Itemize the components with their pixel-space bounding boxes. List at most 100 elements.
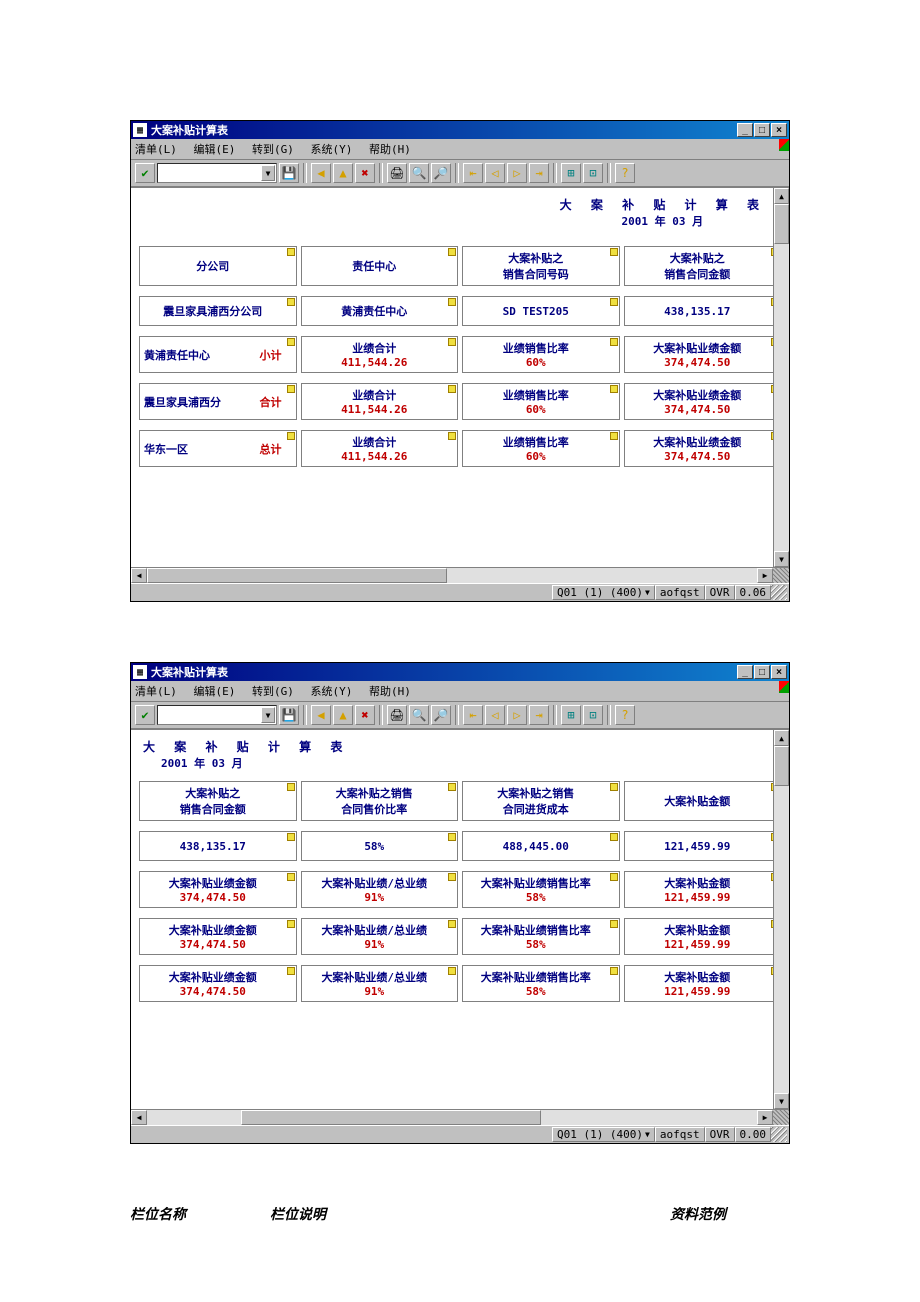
menu-edit[interactable]: 编辑(E) — [194, 685, 236, 698]
find-next-icon[interactable]: 🔎 — [431, 163, 451, 183]
data-grid-2: 大案补贴之销售合同金额 大案补贴之销售合同售价比率 大案补贴之销售合同进货成本 … — [139, 781, 781, 1002]
prev-page-icon[interactable]: ◁ — [485, 705, 505, 725]
vertical-scrollbar[interactable]: ▲ ▼ — [773, 188, 789, 567]
shortcut-icon[interactable]: ⊡ — [583, 705, 603, 725]
find-icon[interactable]: 🔍 — [409, 163, 429, 183]
app-window-1: ▦ 大案补贴计算表 _ □ × 清单(L) 编辑(E) 转到(G) 系统(Y) … — [130, 120, 790, 602]
scroll-down-icon[interactable]: ▼ — [774, 551, 789, 567]
footer-col-example: 资料范例 — [670, 1204, 790, 1224]
maximize-button[interactable]: □ — [754, 665, 770, 679]
save-icon[interactable]: 💾 — [279, 163, 299, 183]
close-button[interactable]: × — [771, 123, 787, 137]
table-row: 大案补贴业绩金额374,474.50 大案补贴业绩/总业绩91% 大案补贴业绩销… — [139, 871, 781, 908]
cell-contract-amt: 438,135.17 — [624, 296, 782, 326]
menu-list[interactable]: 清单(L) — [135, 685, 177, 698]
find-icon[interactable]: 🔍 — [409, 705, 429, 725]
table-row-total: 震旦家具浦西分合计 业绩合计411,544.26 业绩销售比率60% 大案补贴业… — [139, 383, 781, 420]
menu-goto[interactable]: 转到(G) — [252, 685, 294, 698]
last-page-icon[interactable]: ⇥ — [529, 163, 549, 183]
cell: 438,135.17 — [139, 831, 297, 861]
find-next-icon[interactable]: 🔎 — [431, 705, 451, 725]
footer-col-name: 栏位名称 — [130, 1204, 270, 1224]
cell: 大案补贴金额121,459.99 — [624, 918, 782, 955]
minimize-button[interactable]: _ — [737, 665, 753, 679]
scroll-thumb[interactable] — [774, 204, 789, 244]
titlebar[interactable]: ▦ 大案补贴计算表 _ □ × — [131, 121, 789, 139]
data-grid-1: 分公司 责任中心 大案补贴之销售合同号码 大案补贴之销售合同金额 震旦家具浦西分… — [139, 198, 781, 467]
cell-center: 黄浦责任中心 — [301, 296, 459, 326]
cell-sale-ratio: 业绩销售比率60% — [462, 383, 620, 420]
close-button[interactable]: × — [771, 665, 787, 679]
status-time: 0.06 — [735, 585, 772, 600]
cancel-icon[interactable]: ✖ — [355, 705, 375, 725]
save-icon[interactable]: 💾 — [279, 705, 299, 725]
first-page-icon[interactable]: ⇤ — [463, 163, 483, 183]
cell: 大案补贴业绩金额374,474.50 — [139, 965, 297, 1002]
scroll-up-icon[interactable]: ▲ — [774, 730, 789, 746]
horizontal-scrollbar[interactable]: ◀ ▶ — [131, 567, 789, 583]
help-icon[interactable]: ? — [615, 705, 635, 725]
back-icon[interactable]: ◀ — [311, 705, 331, 725]
command-field[interactable]: ▼ — [157, 705, 277, 725]
resize-grip-icon[interactable] — [773, 1110, 789, 1125]
back-icon[interactable]: ◀ — [311, 163, 331, 183]
up-icon[interactable]: ▲ — [333, 163, 353, 183]
menu-list[interactable]: 清单(L) — [135, 143, 177, 156]
session-icon[interactable]: ⊞ — [561, 163, 581, 183]
menu-goto[interactable]: 转到(G) — [252, 143, 294, 156]
window-grip-icon[interactable] — [771, 1127, 787, 1142]
scroll-right-icon[interactable]: ▶ — [757, 1110, 773, 1125]
next-page-icon[interactable]: ▷ — [507, 163, 527, 183]
cell-perf-total: 业绩合计411,544.26 — [301, 430, 459, 467]
up-icon[interactable]: ▲ — [333, 705, 353, 725]
ok-icon[interactable]: ✔ — [135, 705, 155, 725]
scroll-up-icon[interactable]: ▲ — [774, 188, 789, 204]
command-field[interactable]: ▼ — [157, 163, 277, 183]
report-title: 大 案 补 贴 计 算 表 — [143, 738, 789, 755]
first-page-icon[interactable]: ⇤ — [463, 705, 483, 725]
print-icon[interactable]: 🖨 — [387, 163, 407, 183]
cell: 大案补贴业绩金额374,474.50 — [139, 871, 297, 908]
dropdown-icon[interactable]: ▼ — [261, 165, 275, 181]
menu-edit[interactable]: 编辑(E) — [194, 143, 236, 156]
horizontal-scrollbar[interactable]: ◀ ▶ — [131, 1109, 789, 1125]
cell: 58% — [301, 831, 459, 861]
report-title: 大 案 补 贴 计 算 表 — [560, 196, 765, 213]
cell: 大案补贴业绩销售比率58% — [462, 918, 620, 955]
scroll-left-icon[interactable]: ◀ — [131, 1110, 147, 1125]
menu-help[interactable]: 帮助(H) — [369, 143, 411, 156]
shortcut-icon[interactable]: ⊡ — [583, 163, 603, 183]
cell-sale-ratio: 业绩销售比率60% — [462, 336, 620, 373]
prev-page-icon[interactable]: ◁ — [485, 163, 505, 183]
dropdown-icon[interactable]: ▼ — [261, 707, 275, 723]
scroll-left-icon[interactable]: ◀ — [131, 568, 147, 583]
scroll-thumb[interactable] — [774, 746, 789, 786]
maximize-button[interactable]: □ — [754, 123, 770, 137]
scroll-thumb-h[interactable] — [241, 1110, 541, 1125]
last-page-icon[interactable]: ⇥ — [529, 705, 549, 725]
minimize-button[interactable]: _ — [737, 123, 753, 137]
cell: 大案补贴业绩/总业绩91% — [301, 871, 459, 908]
cancel-icon[interactable]: ✖ — [355, 163, 375, 183]
scroll-thumb-h[interactable] — [147, 568, 447, 583]
menu-system[interactable]: 系统(Y) — [311, 143, 353, 156]
print-icon[interactable]: 🖨 — [387, 705, 407, 725]
session-icon[interactable]: ⊞ — [561, 705, 581, 725]
table-row: 大案补贴业绩金额374,474.50 大案补贴业绩/总业绩91% 大案补贴业绩销… — [139, 918, 781, 955]
window-grip-icon[interactable] — [771, 585, 787, 600]
ok-icon[interactable]: ✔ — [135, 163, 155, 183]
scroll-down-icon[interactable]: ▼ — [774, 1093, 789, 1109]
cell-total-label: 震旦家具浦西分合计 — [139, 383, 297, 420]
scroll-right-icon[interactable]: ▶ — [757, 568, 773, 583]
resize-grip-icon[interactable] — [773, 568, 789, 583]
menu-system[interactable]: 系统(Y) — [311, 685, 353, 698]
menu-help[interactable]: 帮助(H) — [369, 685, 411, 698]
next-page-icon[interactable]: ▷ — [507, 705, 527, 725]
cell: 大案补贴金额121,459.99 — [624, 965, 782, 1002]
titlebar[interactable]: ▦ 大案补贴计算表 _ □ × — [131, 663, 789, 681]
statusbar: Q01 (1) (400)▼ aofqst OVR 0.06 — [131, 583, 789, 601]
cell-contract-no: SD TEST205 — [462, 296, 620, 326]
help-icon[interactable]: ? — [615, 163, 635, 183]
vertical-scrollbar[interactable]: ▲ ▼ — [773, 730, 789, 1109]
col-header-contract-amt: 大案补贴之销售合同金额 — [624, 246, 782, 286]
